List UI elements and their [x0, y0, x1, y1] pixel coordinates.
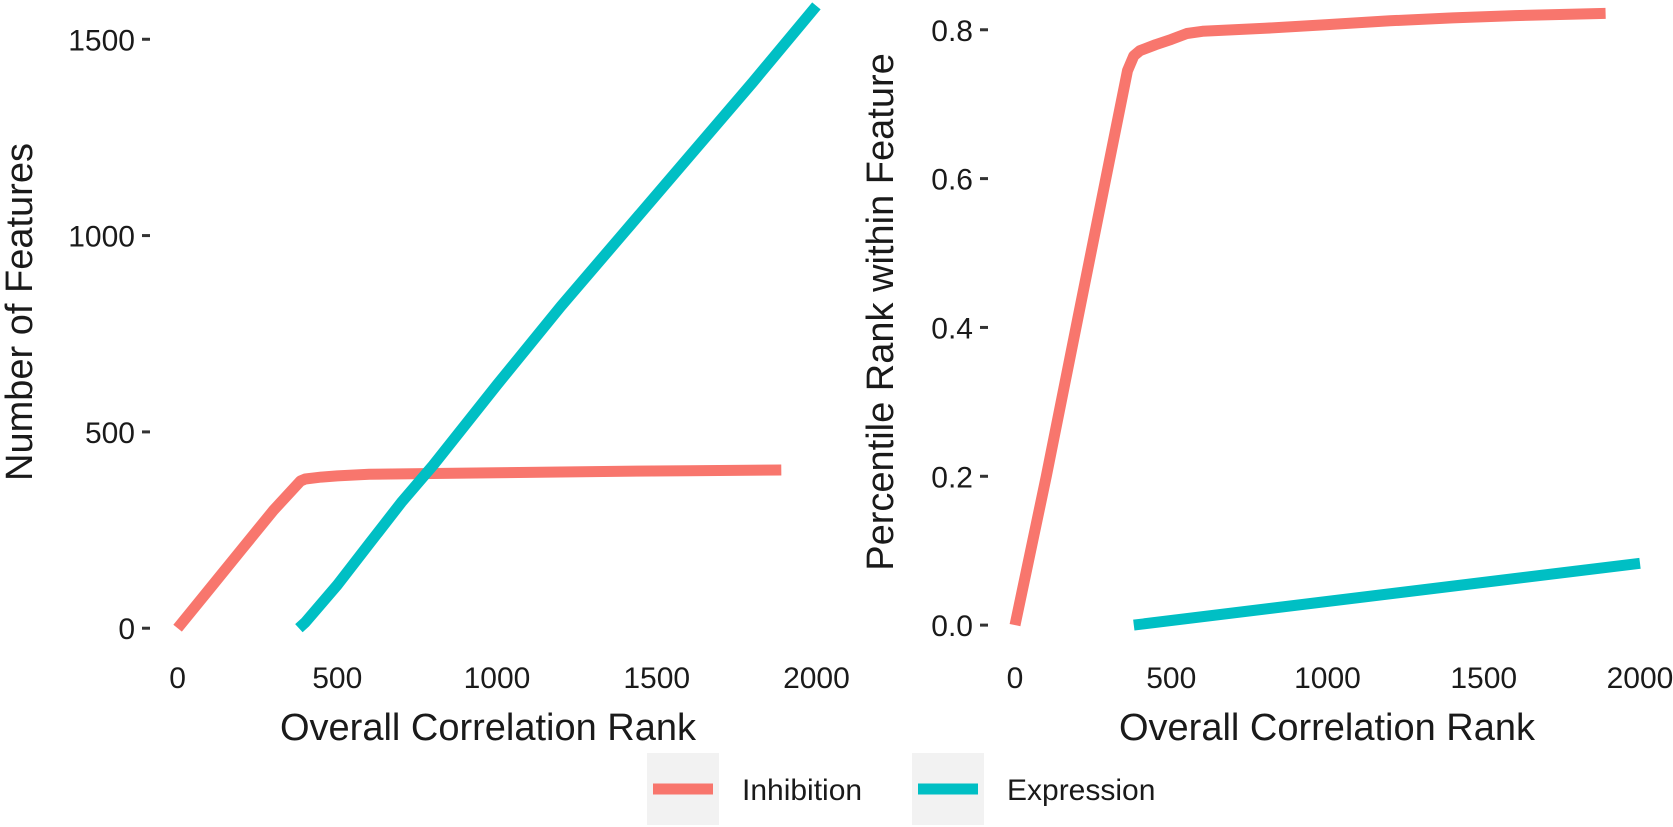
left-x-tick-label: 0 [169, 662, 186, 695]
legend: Inhibition Expression [647, 753, 1155, 825]
right-y-axis-title: Percentile Rank within Feature [860, 53, 902, 570]
left-y-tick-label: 1500 [68, 24, 135, 57]
left-panel: Number of Features Overall Correlation R… [0, 2, 850, 749]
right-panel: Percentile Rank within Feature Overall C… [860, 7, 1673, 749]
left-x-tick-label: 1000 [464, 662, 531, 695]
right-y-tick-label: 0.2 [931, 461, 973, 494]
right-y-tick-label: 0.0 [931, 610, 973, 643]
right-x-tick-label: 0 [1007, 662, 1024, 695]
legend-item-expression: Expression [912, 753, 1155, 825]
legend-item-inhibition: Inhibition [647, 753, 862, 825]
legend-label-inhibition: Inhibition [742, 774, 862, 807]
left-series-inhibition-line [173, 464, 782, 632]
left-x-tick-label: 500 [312, 662, 362, 695]
right-y-tick-label: 0.8 [931, 15, 973, 48]
right-y-tick-label: 0.6 [931, 164, 973, 197]
left-y-tick-label: 0 [118, 613, 135, 646]
right-lines [1009, 7, 1641, 631]
right-x-tick-label: 500 [1146, 662, 1196, 695]
left-x-tick-label: 2000 [783, 662, 850, 695]
right-ticks: 0.0 0.2 0.4 0.6 0.8 0 500 1000 1500 2000 [931, 15, 1673, 695]
right-x-tick-label: 1500 [1450, 662, 1517, 695]
left-ticks: 0 500 1000 1500 0 500 1000 1500 2000 [68, 24, 850, 695]
right-series-expression-line [1133, 557, 1641, 631]
right-x-tick-label: 2000 [1607, 662, 1673, 695]
right-y-tick-label: 0.4 [931, 312, 973, 345]
left-series-expression-line [295, 2, 821, 633]
right-x-axis-title: Overall Correlation Rank [1119, 707, 1536, 749]
left-x-tick-label: 1500 [623, 662, 690, 695]
legend-label-expression: Expression [1007, 774, 1155, 807]
right-x-tick-label: 1000 [1294, 662, 1361, 695]
left-y-axis-title: Number of Features [0, 143, 41, 481]
left-lines [173, 2, 821, 633]
right-series-inhibition-line [1009, 7, 1606, 627]
left-y-tick-label: 1000 [68, 221, 135, 254]
left-y-tick-label: 500 [85, 417, 135, 450]
left-x-axis-title: Overall Correlation Rank [280, 707, 697, 749]
